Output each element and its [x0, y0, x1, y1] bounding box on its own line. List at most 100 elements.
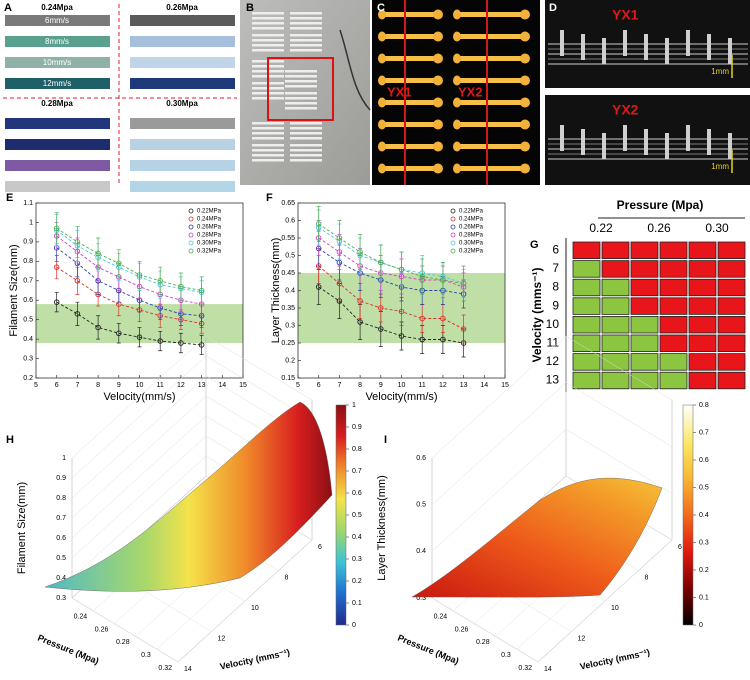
- colorbar-tick-label: 0.4: [352, 534, 362, 541]
- bone: [380, 100, 438, 105]
- x-tick-label: 12: [439, 382, 447, 389]
- x-tick-label: 5: [296, 382, 300, 389]
- print-strip: [252, 144, 284, 147]
- color-bar: [130, 118, 235, 129]
- heatmap-cell: [630, 260, 659, 278]
- y-tick-label: 0.45: [281, 270, 295, 277]
- legend-marker: [450, 248, 456, 254]
- heatmap-cell: [717, 315, 746, 334]
- z-tick-label: 1: [62, 455, 66, 462]
- heatmap-cell: [601, 371, 630, 390]
- data-point: [398, 266, 405, 273]
- color-bar: [5, 139, 110, 150]
- error-bar: [178, 332, 183, 354]
- group-title: 0.24Mpa: [41, 3, 73, 12]
- heatmap-cell: [601, 241, 630, 260]
- x-axis-label: Velocity(mm/s): [365, 391, 437, 403]
- x-axis-label: Velocity (mms⁻¹): [219, 647, 291, 672]
- bone-end: [433, 97, 443, 108]
- scale-label: 1mm: [711, 162, 729, 171]
- bone-end: [453, 9, 461, 20]
- data-point: [336, 235, 343, 241]
- data-point: [178, 283, 184, 290]
- error-bar: [158, 330, 163, 352]
- data-point: [315, 221, 322, 227]
- color-bar: [5, 57, 110, 68]
- heatmap-cell: [717, 371, 746, 390]
- z-axis-label: Layer Thickness(mm): [376, 475, 388, 581]
- data-point: [460, 326, 467, 332]
- bone-end: [378, 31, 386, 42]
- bone-end: [520, 119, 530, 130]
- colorbar-tick-label: 0.3: [699, 539, 709, 546]
- heatmap-cell: [601, 297, 630, 315]
- z-tick-label: 0.3: [56, 595, 66, 602]
- colorbar-tick-label: 0.7: [699, 429, 709, 436]
- bar-label: 6mm/s: [45, 16, 69, 25]
- colorbar: [682, 404, 694, 626]
- print-strip: [290, 27, 322, 30]
- x-axis-label: Velocity (mms⁻¹): [579, 647, 651, 672]
- y-tick-label: 0.4: [23, 336, 33, 343]
- panel-label: H: [6, 434, 14, 446]
- print-strip: [252, 22, 284, 25]
- data-point: [53, 225, 60, 232]
- legend-marker: [188, 208, 194, 214]
- error-bar: [358, 234, 363, 270]
- y-tick-label: 1: [29, 219, 33, 226]
- heatmap-cell: [601, 278, 630, 297]
- x-tick-label: 15: [501, 382, 509, 389]
- heatmap-cell: [630, 371, 659, 390]
- bone: [380, 12, 438, 17]
- panel-label: E: [6, 192, 13, 204]
- x-tick-label: 13: [460, 382, 468, 389]
- bone-end: [433, 119, 443, 130]
- heatmap-cell: [688, 260, 717, 278]
- z-tick-label: 0.3: [416, 595, 426, 602]
- column-label: 0.26: [647, 221, 671, 235]
- colorbar-tick-label: 0.3: [352, 556, 362, 563]
- heatmap-cell: [659, 371, 688, 390]
- heatmap-cell: [688, 297, 717, 315]
- bone-end: [453, 141, 461, 152]
- echo-spike: [707, 129, 711, 155]
- heatmap-cell: [572, 315, 601, 334]
- heatmap-cell: [572, 334, 601, 353]
- heatmap-cell: [572, 278, 601, 297]
- bone: [455, 34, 525, 39]
- error-bar: [178, 272, 183, 301]
- data-point: [198, 342, 205, 348]
- y-tick-label: 0.35: [281, 305, 295, 312]
- print-strip: [285, 80, 317, 83]
- bone: [455, 166, 525, 171]
- x-tick-label: 6: [318, 544, 322, 551]
- print-strip: [252, 127, 284, 130]
- echo-spike: [728, 38, 732, 64]
- data-point: [460, 280, 467, 287]
- data-point: [74, 278, 81, 284]
- y-tick-label: 0.3: [23, 355, 33, 362]
- heatmap-cell: [601, 260, 630, 278]
- z-tick-label: 0.6: [56, 535, 66, 542]
- colorbar-tick-label: 0.8: [699, 402, 709, 409]
- bone-end: [520, 75, 530, 86]
- y-tick-label: 0.24: [434, 614, 448, 621]
- print-strip: [252, 49, 284, 52]
- legend-label: 0.28MPa: [459, 233, 484, 239]
- y-tick-label: 0.15: [281, 375, 295, 382]
- heatmap-cell: [688, 315, 717, 334]
- echo-spike: [623, 30, 627, 56]
- z-axis-label: Filament Size(mm): [16, 482, 28, 574]
- colorbar-tick-label: 0.2: [699, 567, 709, 574]
- data-point: [378, 305, 384, 311]
- bone-end: [453, 53, 461, 64]
- heatmap-cell: [601, 353, 630, 371]
- data-point: [53, 299, 60, 305]
- print-strip: [285, 75, 317, 78]
- heatmap-cell: [659, 260, 688, 278]
- data-point: [315, 284, 322, 290]
- echo-spike: [644, 34, 648, 60]
- echo-spike: [728, 133, 732, 159]
- colorbar-tick-label: 0.5: [699, 484, 709, 491]
